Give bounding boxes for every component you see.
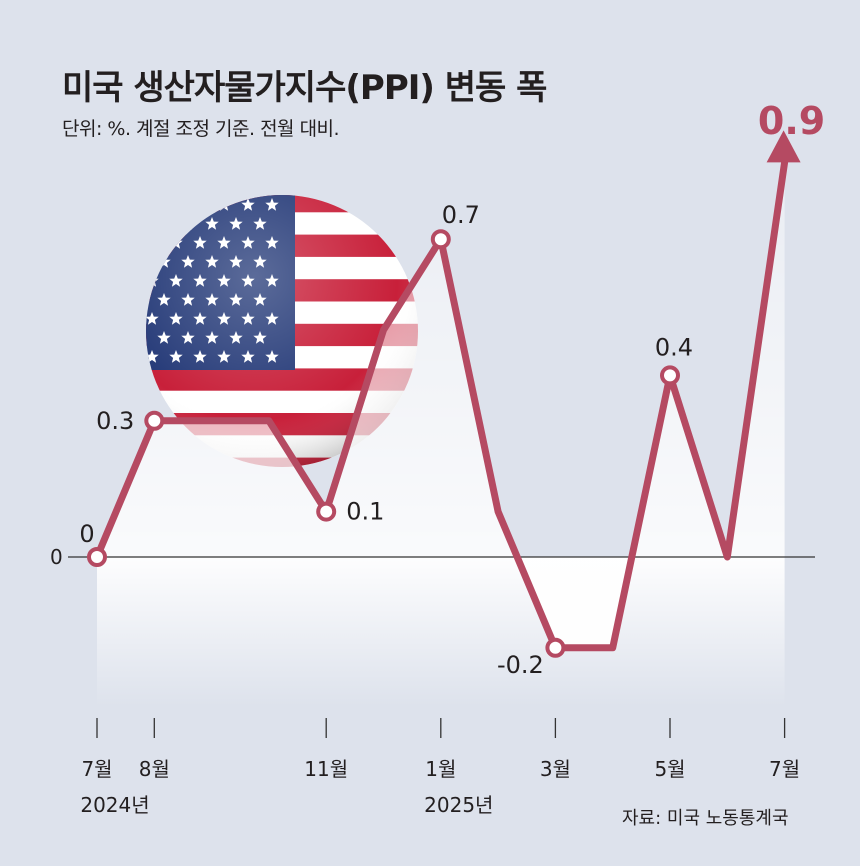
flag-star	[146, 236, 159, 249]
source-note: 자료: 미국 노동통계국	[622, 808, 789, 829]
chart-title: 미국 생산자물가지수(PPI) 변동 폭	[62, 68, 547, 108]
data-point-marker	[316, 501, 337, 522]
data-point-marker	[87, 547, 107, 567]
area-fill-below-zero	[97, 557, 785, 707]
data-point-marker	[545, 637, 566, 658]
data-label: -0.2	[497, 651, 544, 679]
data-label: 0.7	[442, 201, 480, 229]
flag-star	[169, 198, 183, 211]
x-tick-label: 5월	[654, 757, 685, 781]
x-tick-label: 8월	[139, 757, 170, 781]
flag-star	[157, 217, 171, 230]
chart-subtitle: 단위: %. 계절 조정 기준. 전월 대비.	[62, 118, 340, 140]
x-tick-label: 7월	[769, 757, 800, 781]
x-tick-label: 7월	[81, 757, 112, 781]
x-year-label: 2024년	[80, 793, 149, 817]
x-tick-label: 3월	[540, 757, 571, 781]
flag-star	[146, 198, 159, 211]
flag-star	[193, 198, 207, 211]
data-point-marker	[660, 365, 680, 386]
y-zero-label: 0	[50, 545, 63, 569]
data-point-marker	[430, 229, 451, 250]
data-label: 0.3	[96, 407, 134, 435]
data-label: 0.1	[346, 498, 384, 526]
data-point-marker	[144, 410, 165, 431]
data-label: 0.4	[655, 333, 693, 361]
last-point-arrow	[766, 130, 801, 163]
x-tick-label: 1월	[425, 757, 456, 781]
data-label: 0	[79, 520, 94, 548]
flag-star	[181, 217, 195, 230]
data-label: 0.9	[758, 99, 825, 143]
x-year-label: 2025년	[424, 793, 493, 817]
x-tick-label: 11월	[304, 757, 348, 781]
area-fill-above-zero	[97, 148, 785, 648]
